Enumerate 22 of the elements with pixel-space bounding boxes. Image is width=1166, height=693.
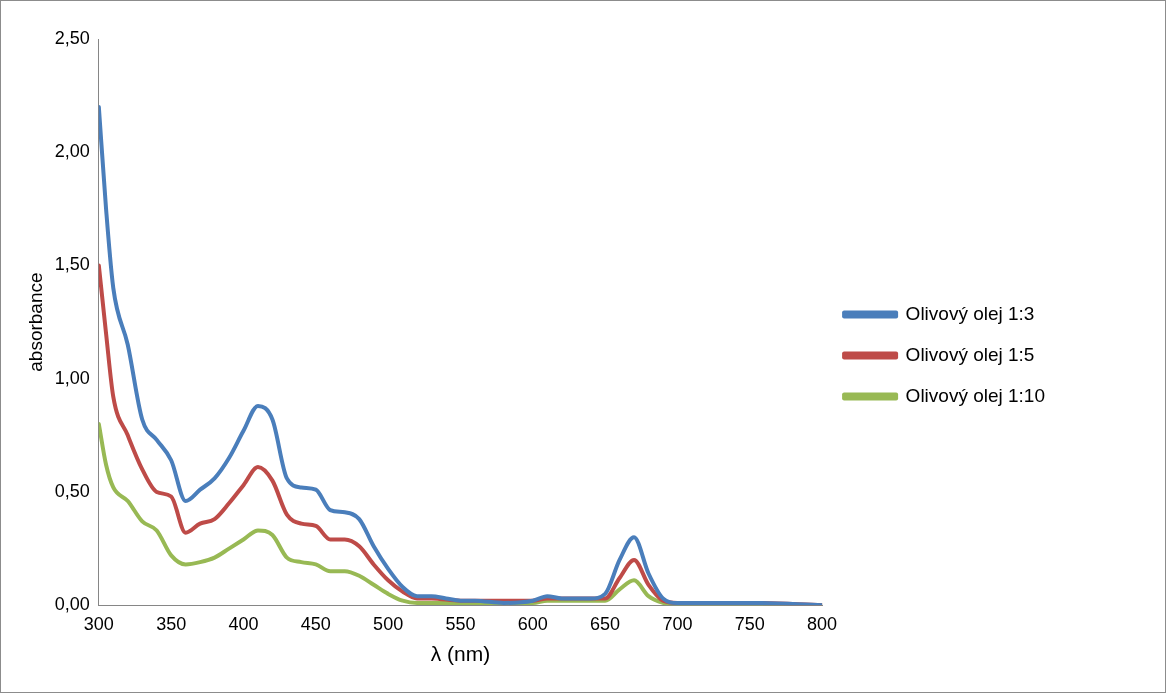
x-tick-label: 550: [445, 613, 476, 634]
x-tick-label: 800: [807, 613, 838, 634]
y-tick-label: 2,00: [54, 141, 90, 162]
legend-label: Olivový olej 1:5: [905, 343, 1035, 365]
x-tick-label: 650: [590, 613, 621, 634]
legend-label: Olivový olej 1:3: [905, 302, 1035, 324]
y-tick-label: 2,50: [54, 27, 90, 48]
legend-label: Olivový olej 1:10: [905, 384, 1045, 406]
x-axis-title: λ (nm): [430, 642, 491, 666]
x-tick-label: 500: [373, 613, 404, 634]
x-tick-label: 400: [228, 613, 259, 634]
y-tick-label: 1,50: [54, 254, 90, 275]
y-axis-title: absorbance: [24, 272, 46, 372]
x-tick-label: 300: [83, 613, 114, 634]
x-tick-label: 350: [156, 613, 187, 634]
y-tick-label: 0,00: [54, 594, 90, 615]
x-tick-label: 700: [662, 613, 693, 634]
y-tick-label: 0,50: [54, 480, 90, 501]
x-tick-label: 450: [300, 613, 331, 634]
x-tick-label: 750: [734, 613, 765, 634]
y-tick-label: 1,00: [54, 367, 90, 388]
x-tick-label: 600: [517, 613, 548, 634]
